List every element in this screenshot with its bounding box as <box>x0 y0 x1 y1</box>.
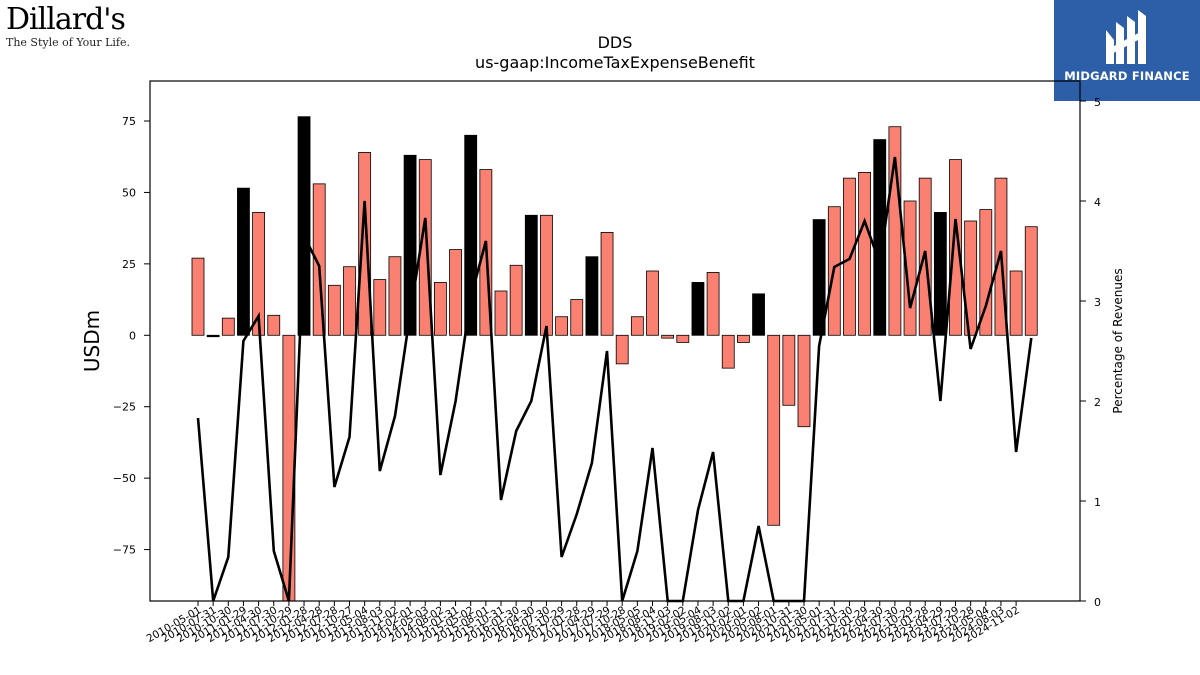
bar <box>297 116 311 336</box>
y2-tick-label: 1 <box>1094 496 1101 509</box>
y2-axis-label: Percentage of Revenues <box>1111 268 1125 413</box>
left-y-axis: −75 −50 −25 0 25 50 75 <box>113 115 150 557</box>
y2-tick-label: 5 <box>1094 96 1101 109</box>
y-tick-label: 50 <box>122 186 136 199</box>
bar <box>373 279 387 336</box>
midgard-finance-logo: MIDGARD FINANCE <box>1054 0 1200 101</box>
bar <box>509 264 523 336</box>
y2-tick-label: 4 <box>1094 196 1101 209</box>
bar <box>555 316 568 336</box>
y2-tick-label: 2 <box>1094 396 1101 409</box>
bar <box>858 172 871 336</box>
bar <box>358 152 372 336</box>
y-tick-label: 75 <box>122 115 136 128</box>
bar <box>979 209 993 336</box>
bar <box>964 220 978 336</box>
bar <box>540 214 553 336</box>
y-tick-label: 0 <box>129 329 136 342</box>
y-axis-label: USDm <box>80 310 104 372</box>
bar <box>691 282 705 336</box>
bar <box>433 282 447 336</box>
bar <box>615 334 629 365</box>
midgard-finance-name: MIDGARD FINANCE <box>1064 69 1190 83</box>
bar <box>449 249 462 336</box>
bar <box>418 159 432 336</box>
bar <box>570 299 584 336</box>
bar <box>797 334 811 428</box>
bar <box>267 314 281 336</box>
bar <box>585 256 599 336</box>
y-tick-label: −75 <box>113 544 136 557</box>
y-tick-label: −50 <box>113 472 136 485</box>
bar <box>1009 270 1023 336</box>
y2-tick-label: 0 <box>1094 596 1101 609</box>
bar <box>524 214 538 336</box>
chart-subtitle: us-gaap:IncomeTaxExpenseBenefit <box>475 53 755 72</box>
bar <box>767 334 781 526</box>
bar <box>873 139 887 336</box>
bar <box>282 334 296 602</box>
right-y-axis: 0 1 2 3 4 5 <box>1080 96 1101 609</box>
bar <box>630 316 644 336</box>
bar <box>237 187 250 336</box>
bar <box>327 284 341 336</box>
dillards-logo-tagline: The Style of Your Life. <box>6 36 130 49</box>
bar <box>812 219 826 336</box>
bar <box>494 290 508 336</box>
bar <box>782 334 796 406</box>
bar <box>1024 226 1038 336</box>
bar <box>388 256 402 336</box>
bar-series <box>191 116 1038 602</box>
x-axis: 2010-05-012010-07-312010-10-302011-01-29… <box>145 601 1022 645</box>
y-tick-label: −25 <box>113 401 136 414</box>
bar <box>949 159 962 336</box>
bar <box>221 317 235 336</box>
bar <box>206 334 220 338</box>
bar <box>646 270 659 336</box>
y-tick-label: 25 <box>122 258 136 271</box>
bar <box>661 334 675 339</box>
dillards-logo: Dillard's The Style of Your Life. <box>6 4 136 56</box>
plot-frame <box>149 80 1081 602</box>
percent-of-revenues-line <box>196 156 1033 603</box>
bar <box>191 257 205 336</box>
bar <box>752 293 765 336</box>
dillards-logo-brand: Dillard's <box>6 2 126 37</box>
bar <box>933 212 947 336</box>
bar <box>706 272 720 336</box>
bar <box>600 232 614 336</box>
bar <box>737 334 750 343</box>
bar <box>676 334 690 343</box>
chart-title: DDS <box>598 33 633 52</box>
bar <box>343 266 356 336</box>
midgard-finance-emblem-icon <box>1106 10 1146 64</box>
y2-tick-label: 3 <box>1094 296 1101 309</box>
bar <box>721 334 735 369</box>
